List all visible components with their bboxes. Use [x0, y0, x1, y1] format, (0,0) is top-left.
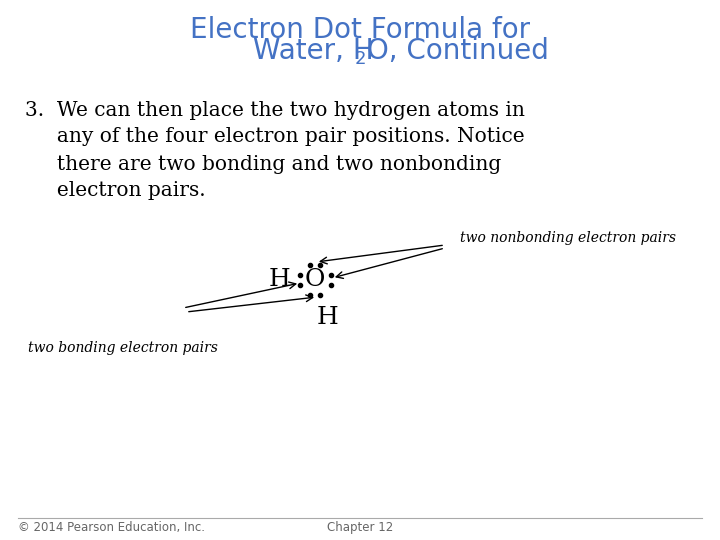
Text: Electron Dot Formula for: Electron Dot Formula for [190, 16, 530, 44]
Text: electron pairs.: electron pairs. [25, 181, 206, 200]
Text: Chapter 12: Chapter 12 [327, 522, 393, 535]
Text: © 2014 Pearson Education, Inc.: © 2014 Pearson Education, Inc. [18, 522, 205, 535]
Text: 2: 2 [355, 50, 366, 68]
Text: Water, H: Water, H [0, 539, 1, 540]
Text: H: H [316, 307, 338, 329]
Text: Water, H: Water, H [253, 37, 374, 65]
Text: any of the four electron pair positions. Notice: any of the four electron pair positions.… [25, 127, 525, 146]
Text: there are two bonding and two nonbonding: there are two bonding and two nonbonding [25, 154, 501, 173]
Text: O, Continued: O, Continued [367, 37, 549, 65]
Text: two nonbonding electron pairs: two nonbonding electron pairs [460, 231, 676, 245]
Text: 3.  We can then place the two hydrogen atoms in: 3. We can then place the two hydrogen at… [25, 100, 525, 119]
Text: H: H [269, 268, 291, 292]
Text: O: O [305, 268, 325, 292]
Text: two bonding electron pairs: two bonding electron pairs [28, 341, 218, 355]
